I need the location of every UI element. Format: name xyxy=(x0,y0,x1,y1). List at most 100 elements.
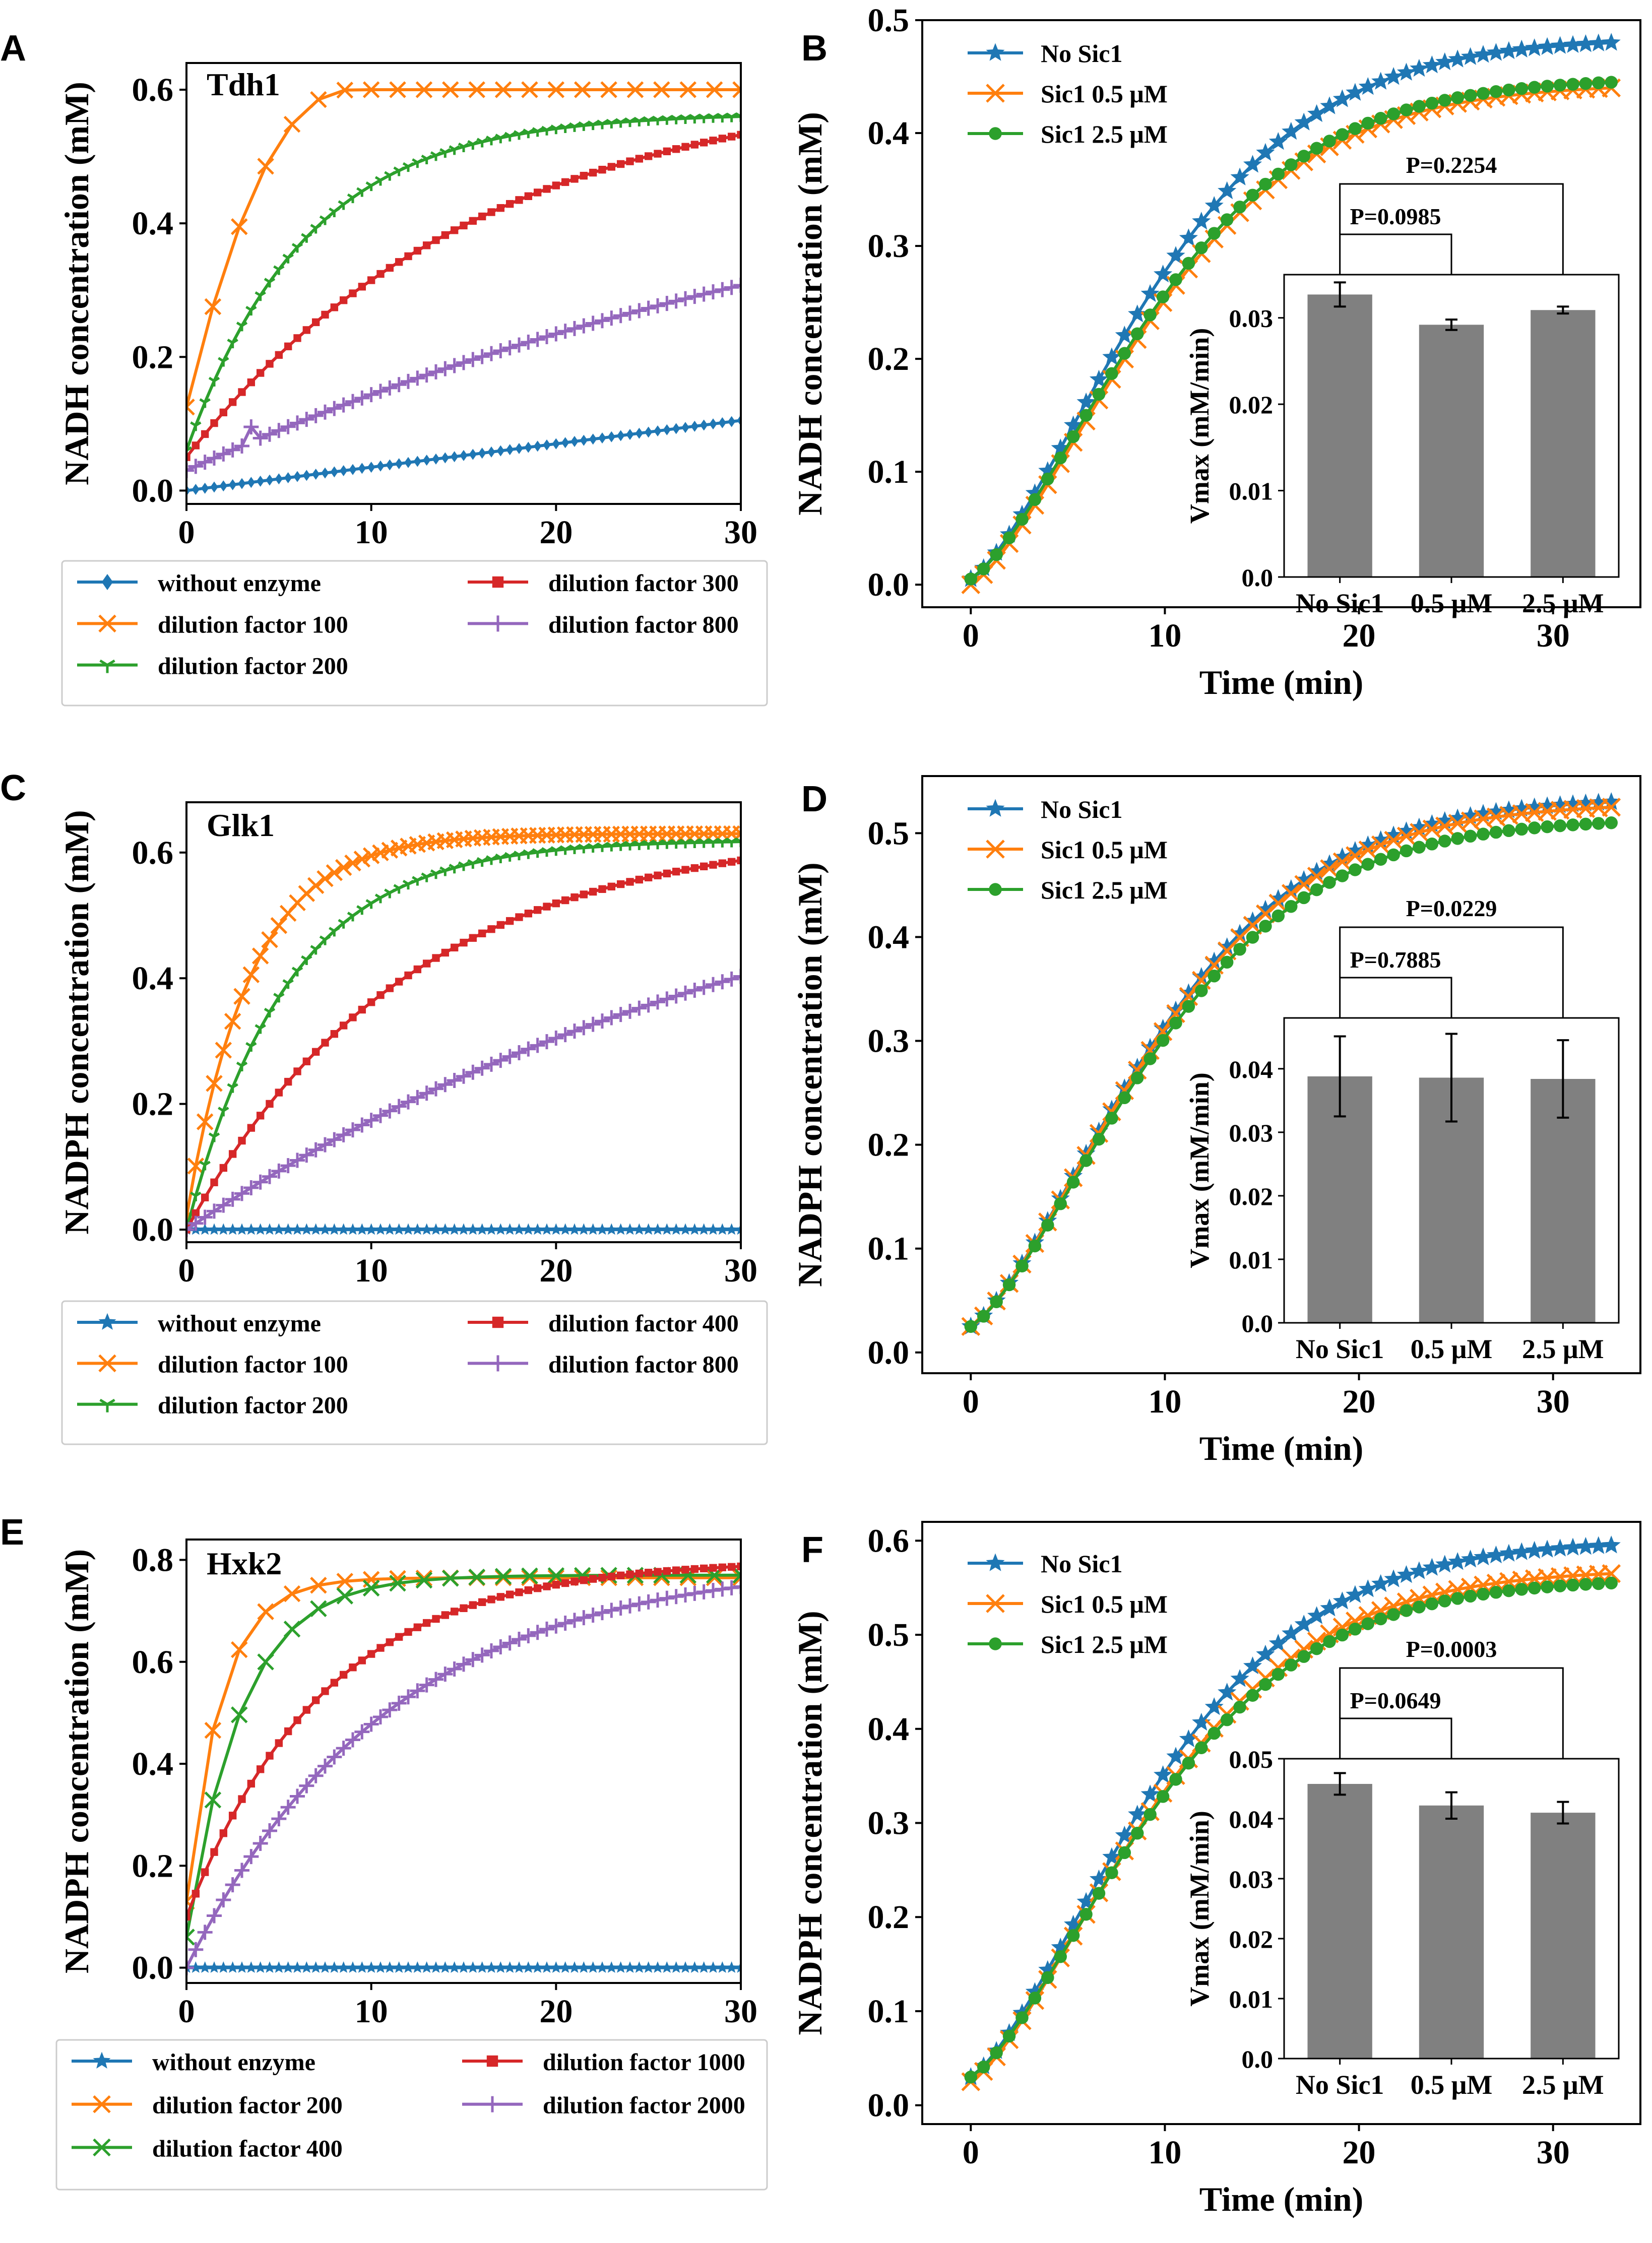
data-point xyxy=(641,997,656,1012)
data-point xyxy=(530,332,545,347)
data-point xyxy=(631,1596,647,1612)
data-point xyxy=(1576,34,1595,52)
data-point xyxy=(338,1961,350,1973)
data-point xyxy=(198,1925,213,1940)
data-point xyxy=(432,454,439,465)
data-point xyxy=(631,1001,647,1016)
data-point xyxy=(1015,513,1029,526)
data-point xyxy=(1272,168,1285,181)
data-point xyxy=(622,305,638,321)
data-point xyxy=(650,298,665,313)
data-point xyxy=(497,445,504,457)
data-point xyxy=(687,983,702,998)
data-point xyxy=(275,1088,283,1096)
legend-label: Sic1 2.5 μM xyxy=(1041,1630,1168,1658)
data-point xyxy=(1067,430,1080,443)
data-point xyxy=(1310,142,1323,155)
y-tick-label: 0.5 xyxy=(868,2,910,39)
data-point xyxy=(504,1961,516,1973)
data-point xyxy=(977,2061,990,2074)
data-point xyxy=(487,925,495,933)
y-tick-label: 0.3 xyxy=(868,228,910,265)
data-point xyxy=(1157,1790,1170,1803)
inset-category: 0.5 μM xyxy=(1411,588,1493,618)
inset-y-tick-label: 0.02 xyxy=(1229,1182,1274,1210)
data-point xyxy=(319,1961,331,1973)
data-point xyxy=(376,270,384,278)
x-tick-label: 10 xyxy=(1148,617,1181,654)
data-point xyxy=(552,900,560,907)
data-point xyxy=(576,1610,591,1625)
data-point xyxy=(1451,1592,1464,1605)
data-point xyxy=(1093,1133,1106,1146)
data-point xyxy=(1195,241,1208,254)
data-point xyxy=(374,1223,387,1235)
data-point xyxy=(698,1223,710,1235)
data-point xyxy=(1410,1561,1428,1579)
series-orange xyxy=(179,1570,748,1909)
data-point xyxy=(1131,1071,1144,1084)
y-tick-label: 0.1 xyxy=(868,1993,910,2030)
data-point xyxy=(596,1223,608,1235)
data-point xyxy=(1118,1092,1131,1105)
data-point xyxy=(1554,79,1567,92)
data-point xyxy=(253,948,268,964)
data-point xyxy=(534,906,541,914)
data-point xyxy=(543,185,550,193)
data-point xyxy=(513,1961,525,1973)
series-blue xyxy=(182,415,744,496)
y-tick-label: 0.4 xyxy=(868,919,910,955)
data-point xyxy=(617,1572,624,1579)
x-tick-label: 10 xyxy=(355,1993,388,2030)
data-point xyxy=(1169,1016,1182,1030)
data-point xyxy=(234,438,249,454)
data-point xyxy=(229,1150,236,1158)
data-point xyxy=(1499,1544,1518,1562)
data-point xyxy=(1221,213,1234,226)
data-point xyxy=(700,1565,708,1572)
data-point xyxy=(672,1566,680,1574)
data-point xyxy=(1141,284,1160,302)
data-point xyxy=(331,1679,338,1686)
data-point xyxy=(321,311,329,318)
data-point xyxy=(487,446,495,458)
data-point xyxy=(596,1961,608,1973)
data-point xyxy=(1592,1577,1605,1590)
data-point xyxy=(262,932,277,947)
data-point xyxy=(965,1320,978,1333)
data-point xyxy=(1374,1613,1387,1626)
data-point xyxy=(1426,1597,1439,1611)
y-tick-label: 0.2 xyxy=(868,341,910,377)
bar xyxy=(1531,310,1595,577)
data-point xyxy=(595,313,610,328)
data-point xyxy=(1515,1583,1529,1596)
y-axis-label: NADH concentration (mM) xyxy=(57,82,96,485)
x-tick-label: 10 xyxy=(1148,2134,1181,2171)
data-point xyxy=(719,859,726,867)
data-point xyxy=(319,1223,331,1235)
data-point xyxy=(724,280,739,295)
data-point xyxy=(421,1961,433,1973)
data-point xyxy=(243,967,259,982)
legend-item: Sic1 2.5 μM xyxy=(968,1630,1168,1658)
data-point xyxy=(285,1586,300,1601)
data-point xyxy=(681,143,689,151)
data-point xyxy=(236,1223,248,1235)
data-point xyxy=(1435,52,1454,70)
data-point xyxy=(1563,1538,1582,1556)
data-point xyxy=(423,1619,430,1627)
data-point xyxy=(257,1765,264,1773)
series-line xyxy=(186,1586,741,1967)
data-point xyxy=(354,391,369,406)
data-point xyxy=(199,1961,211,1973)
data-point xyxy=(707,1961,719,1973)
data-point xyxy=(521,335,536,350)
legend-label: No Sic1 xyxy=(1041,1550,1123,1578)
inset-y-tick-label: 0.04 xyxy=(1229,1805,1274,1833)
data-point xyxy=(700,420,708,431)
data-point xyxy=(1413,841,1426,854)
x-tick-label: 30 xyxy=(724,1993,757,2030)
data-point xyxy=(661,1961,673,1973)
data-point xyxy=(1054,1197,1067,1210)
data-point xyxy=(570,1578,578,1585)
